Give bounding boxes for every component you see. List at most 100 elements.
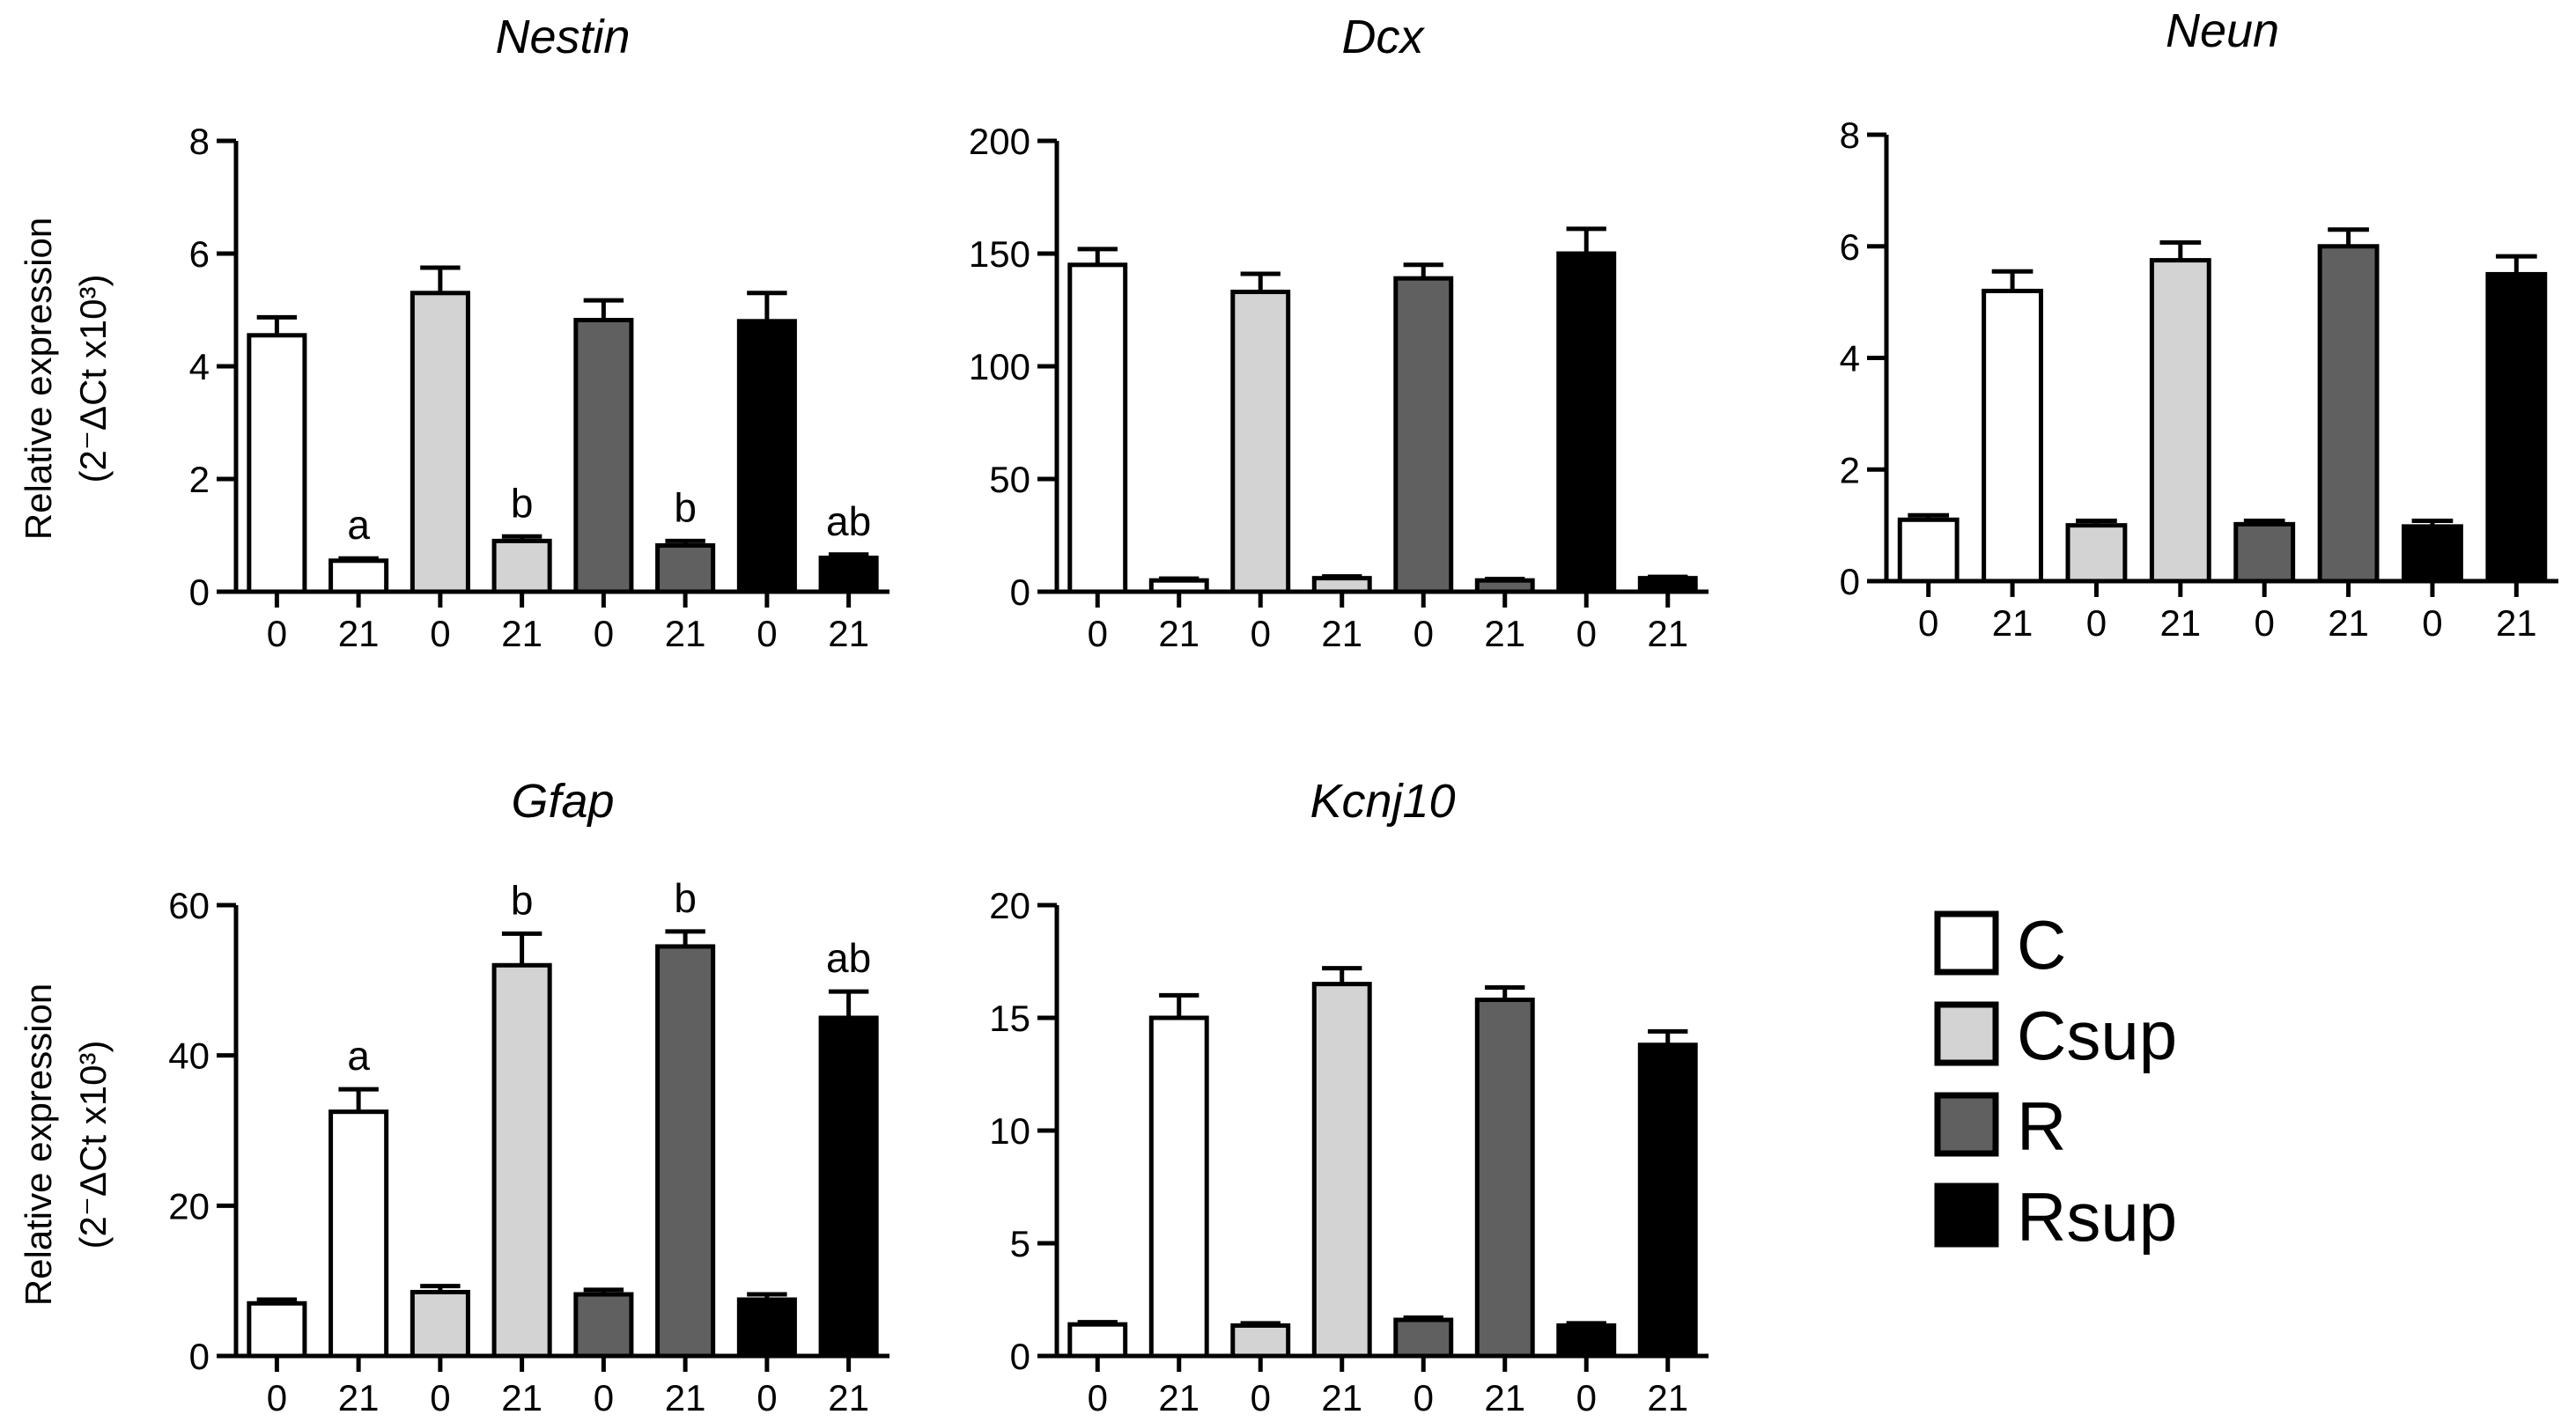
x-tick-label: 0 — [1918, 602, 1938, 644]
y-tick-label: 20 — [989, 885, 1030, 926]
y-tick-label: 4 — [1840, 338, 1860, 379]
chart-title: Gfap — [511, 775, 614, 828]
panel-neun: Neun 0 2 4 6 8 0 21 0 21 0 21 0 21 — [1840, 4, 2558, 644]
x-tick-label: 0 — [2086, 602, 2107, 644]
bar — [1474, 998, 1535, 1359]
x-tick-label: 21 — [1647, 613, 1688, 654]
x-tick-label: 21 — [1158, 613, 1199, 654]
legend-swatch-c — [1934, 910, 1999, 976]
x-tick-label: 21 — [1484, 613, 1525, 654]
legend-label-csup: Csup — [2017, 997, 2177, 1074]
y-axis-unit-bottom: (2⁻ΔCt x10³) — [72, 1041, 114, 1249]
x-tick-label: 21 — [501, 613, 543, 654]
bar — [1393, 276, 1454, 594]
x-tick-label: 21 — [501, 1377, 543, 1418]
bar — [1897, 517, 1960, 584]
x-tick-label: 0 — [1088, 613, 1108, 654]
bar — [1982, 288, 2043, 584]
x-tick-label: 21 — [2159, 602, 2201, 644]
x-tick-label: 21 — [665, 613, 706, 654]
bar — [655, 944, 716, 1359]
x-tick-label: 0 — [1088, 1377, 1108, 1418]
y-tick-label: 15 — [989, 998, 1030, 1039]
bar — [247, 333, 307, 594]
x-tick-label: 0 — [1576, 1377, 1597, 1418]
bar — [1230, 290, 1291, 594]
y-tick-label: 150 — [969, 233, 1030, 275]
y-tick-label: 2 — [1840, 449, 1860, 490]
legend: C Csup R Rsup — [1934, 906, 2177, 1256]
x-tick-label: 21 — [2496, 602, 2537, 644]
x-tick-label: 21 — [1647, 1377, 1688, 1418]
y-tick-label: 100 — [969, 346, 1030, 387]
panel-nestin: Nestin 0 2 4 6 8 0 21 a 0 21 b 0 21 b 0 21 ab — [189, 11, 889, 654]
y-tick-label: 5 — [1010, 1223, 1030, 1264]
x-tick-label: 21 — [1321, 1377, 1362, 1418]
significance-label: a — [347, 1033, 370, 1079]
y-tick-label: 200 — [969, 121, 1030, 162]
y-tick-label: 60 — [168, 885, 210, 926]
x-tick-label: 21 — [828, 1377, 869, 1418]
bar — [1393, 1317, 1454, 1359]
x-tick-label: 21 — [338, 613, 380, 654]
bar — [491, 962, 552, 1359]
x-tick-label: 21 — [338, 1377, 380, 1418]
bar — [2402, 524, 2463, 584]
bar — [1148, 1015, 1209, 1359]
y-tick-label: 0 — [1010, 571, 1030, 613]
bar — [2065, 523, 2128, 584]
legend-label-c: C — [2017, 906, 2066, 984]
y-tick-label: 20 — [168, 1185, 210, 1227]
significance-label: a — [347, 502, 370, 548]
significance-label: b — [511, 877, 534, 923]
x-tick-label: 21 — [665, 1377, 706, 1418]
panel-dcx: Dcx 0 50 100 150 200 0 21 0 21 0 21 0 21 — [969, 11, 1709, 654]
chart-title: Kcnj10 — [1310, 775, 1455, 828]
bar — [573, 1292, 634, 1359]
bar — [247, 1300, 307, 1359]
y-tick-label: 6 — [189, 233, 210, 275]
bar — [655, 543, 716, 594]
bar — [1148, 578, 1209, 594]
chart-title: Neun — [2166, 4, 2279, 57]
bar — [818, 1015, 879, 1359]
chart-title: Nestin — [495, 11, 630, 63]
bar — [491, 538, 552, 594]
x-tick-label: 21 — [1321, 613, 1362, 654]
x-tick-label: 0 — [267, 1377, 287, 1418]
legend-label-r: R — [2017, 1087, 2066, 1165]
x-tick-label: 0 — [594, 613, 614, 654]
bar — [410, 291, 470, 594]
bar — [736, 1297, 797, 1359]
bar — [1067, 1322, 1128, 1359]
x-tick-label: 0 — [1251, 613, 1271, 654]
significance-label: ab — [826, 935, 871, 981]
bar — [1637, 1043, 1698, 1359]
y-axis-label-bottom: Relative expression — [18, 984, 59, 1307]
legend-swatch-csup — [1934, 1001, 1999, 1066]
panel-kcnj10: Kcnj10 0 5 10 15 20 0 21 0 21 0 21 0 21 — [989, 775, 1709, 1418]
x-tick-label: 0 — [1413, 613, 1434, 654]
x-tick-label: 21 — [1992, 602, 2033, 644]
x-tick-label: 0 — [430, 1377, 450, 1418]
bar — [1637, 576, 1698, 594]
y-tick-label: 0 — [1840, 561, 1860, 602]
bar — [2233, 521, 2296, 584]
panel-gfap: Gfap 0 20 40 60 0 21 a 0 21 b 0 21 b 0 21 ab — [168, 775, 889, 1418]
x-tick-label: 0 — [1251, 1377, 1271, 1418]
significance-label: b — [674, 484, 697, 530]
bar — [736, 319, 797, 594]
y-tick-label: 50 — [989, 459, 1030, 500]
bar — [328, 1109, 389, 1359]
y-tick-label: 6 — [1840, 226, 1860, 268]
bar — [2317, 244, 2380, 584]
x-tick-label: 0 — [757, 613, 777, 654]
y-tick-label: 4 — [189, 346, 210, 387]
bar — [573, 318, 634, 594]
legend-swatch-rsup — [1934, 1183, 1999, 1248]
x-tick-label: 0 — [430, 613, 450, 654]
bar — [1311, 982, 1372, 1359]
x-tick-label: 21 — [828, 613, 869, 654]
x-tick-label: 0 — [2255, 602, 2275, 644]
